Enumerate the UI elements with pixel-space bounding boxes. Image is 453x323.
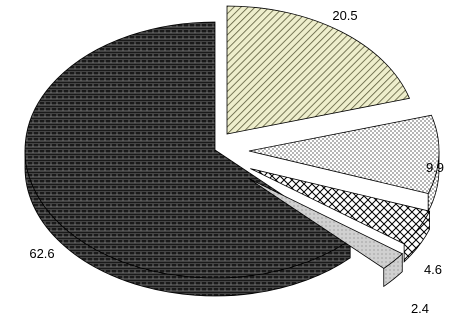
data-label-4.6: 4.6: [424, 262, 442, 277]
pie-slice-2.4: [248, 178, 403, 288]
pie-slice-20.5: [226, 5, 411, 135]
data-label-9.9: 9.9: [426, 160, 444, 175]
pie-slice-top-9.9: [248, 114, 440, 195]
pie-slice-62.6: [24, 21, 351, 297]
data-label-2.4: 2.4: [411, 301, 429, 316]
pie-slice-top-2.4: [248, 178, 403, 269]
data-label-20.5: 20.5: [332, 8, 357, 23]
pie-slice-top-20.5: [226, 5, 411, 135]
pie-slice-4.6: [250, 168, 431, 263]
pie-slice-top-4.6: [250, 168, 431, 245]
pie-slice-top-62.6: [24, 21, 351, 279]
data-label-62.6: 62.6: [29, 246, 54, 261]
